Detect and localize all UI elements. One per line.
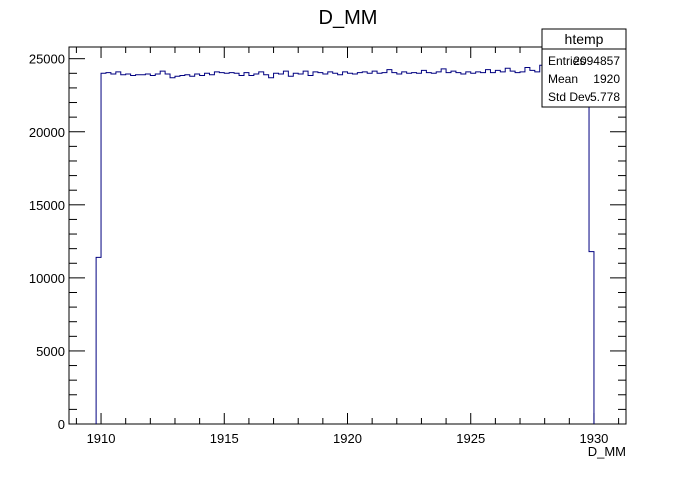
stats-entries-value: 2094857 [573, 54, 620, 68]
stats-box: htemp Entries 2094857 Mean 1920 Std Dev … [541, 28, 627, 108]
y-tick-label: 15000 [29, 198, 65, 213]
plot-frame [68, 46, 627, 425]
y-tick-label: 10000 [29, 271, 65, 286]
x-axis-title: D_MM [588, 444, 626, 459]
y-tick-label: 5000 [36, 344, 65, 359]
y-axis: 0 5000 10000 15000 20000 25000 [29, 52, 626, 432]
stats-stddev-label: Std Dev [548, 90, 591, 104]
y-tick-label: 20000 [29, 125, 65, 140]
chart-title: D_MM [319, 7, 378, 29]
x-tick-label: 1915 [210, 431, 239, 446]
stats-stddev-value: 5.778 [590, 90, 620, 104]
stats-entries-label: Entries [548, 54, 585, 68]
y-tick-label: 0 [58, 417, 65, 432]
x-tick-label: 1920 [333, 431, 362, 446]
stats-mean-value: 1920 [593, 72, 620, 86]
histogram-line [95, 64, 595, 424]
stats-box-frame [541, 28, 627, 108]
y-tick-label: 25000 [29, 52, 65, 67]
stats-box-title: htemp [565, 31, 604, 47]
x-axis: 1910 1915 1920 1925 1930 [75, 47, 620, 446]
stats-mean-label: Mean [548, 72, 578, 86]
x-tick-label: 1910 [87, 431, 116, 446]
x-tick-label: 1930 [579, 431, 608, 446]
x-tick-label: 1925 [456, 431, 485, 446]
